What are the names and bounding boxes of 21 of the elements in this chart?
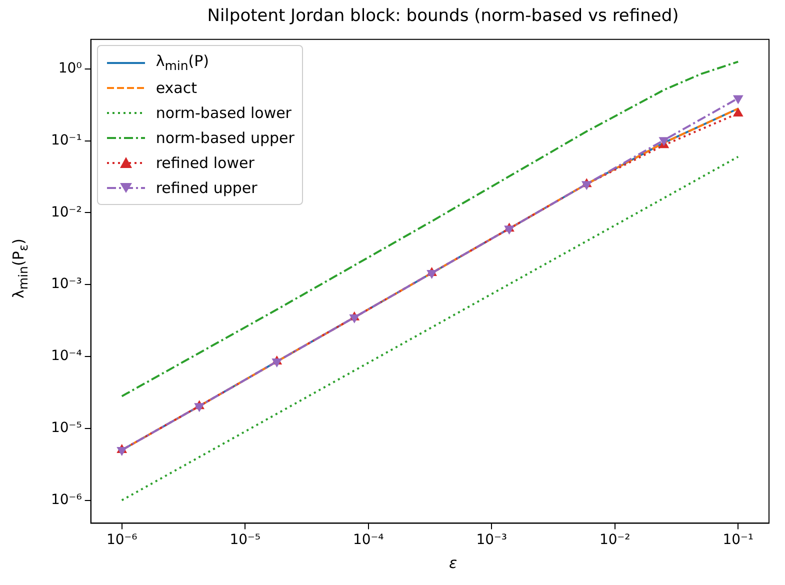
legend-label: norm-based upper [156, 128, 294, 147]
legend-label: norm-based lower [156, 104, 292, 122]
x-tick-label: 10⁻⁴ [352, 532, 384, 548]
x-tick-label: 10⁻³ [476, 532, 508, 548]
y-tick-label: 10⁻³ [50, 276, 82, 292]
y-tick-label: 10⁰ [58, 60, 82, 77]
y-tick-label: 10⁻⁶ [50, 492, 82, 508]
legend-label: exact [156, 78, 197, 97]
y-tick-label: 10⁻⁵ [50, 420, 82, 436]
y-tick-label: 10⁻¹ [50, 132, 82, 148]
legend-label: λ$_{min}$(P) [156, 52, 210, 74]
x-tick-label: 10⁻² [599, 532, 630, 548]
x-tick-label: 10⁻⁶ [106, 532, 138, 548]
y-tick-label: 10⁻⁴ [50, 348, 82, 364]
x-axis-title: ε [448, 554, 458, 572]
legend-label: refined lower [156, 154, 254, 172]
chart-title: Nilpotent Jordan block: bounds (norm-based vs refined) [206, 6, 680, 26]
legend-label: refined upper [156, 178, 258, 197]
y-tick-label: 10⁻² [50, 204, 82, 220]
x-tick-label: 10⁻⁵ [230, 532, 261, 548]
x-tick-label: 10⁻¹ [722, 532, 754, 548]
